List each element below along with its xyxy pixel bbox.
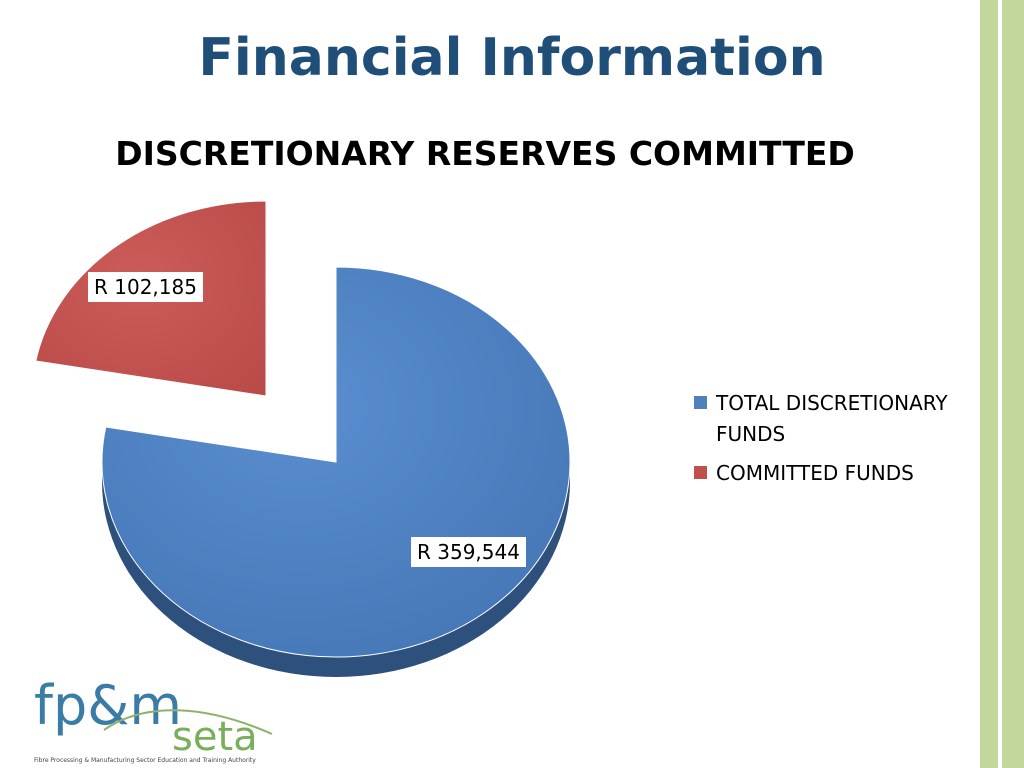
legend-swatch-committed [694,466,707,479]
chart-title: DISCRETIONARY RESERVES COMMITTED [115,134,855,173]
decorative-stripes [976,0,1024,768]
legend-item-committed: COMMITTED FUNDS [694,458,984,489]
legend-label-total: TOTAL DISCRETIONARY FUNDS [716,391,948,446]
stripe [998,0,1002,768]
legend-swatch-total [694,396,707,409]
slice-committed [35,200,267,397]
slide-title: Financial Information [198,28,826,88]
stripe [980,0,998,768]
legend-label-committed: COMMITTED FUNDS [716,461,914,485]
chart-legend: TOTAL DISCRETIONARY FUNDS COMMITTED FUND… [694,388,984,497]
legend-item-total: TOTAL DISCRETIONARY FUNDS [694,388,984,450]
stripe [976,0,980,768]
data-label-committed: R 102,185 [88,272,203,302]
logo-name: seta [172,714,258,760]
fpm-seta-logo: fp&m seta Fibre Processing & Manufacturi… [34,674,273,764]
data-label-total: R 359,544 [411,537,526,567]
logo-swoosh [103,709,273,735]
logo-tagline: Fibre Processing & Manufacturing Sector … [34,757,256,764]
stripe [1002,0,1024,768]
